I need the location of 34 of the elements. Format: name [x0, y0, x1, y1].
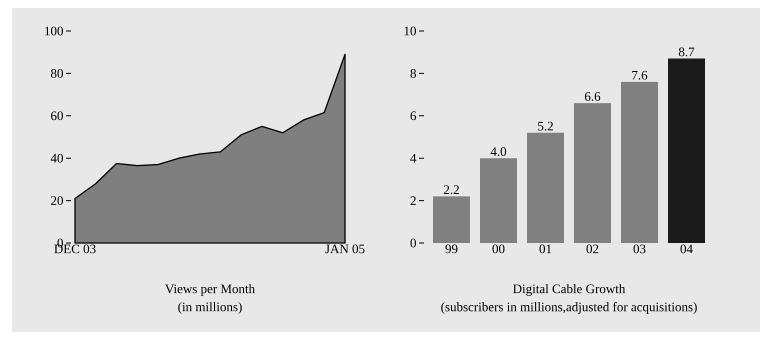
data-label: 2.2: [444, 185, 459, 194]
text: Views per Month: [165, 284, 255, 296]
y-tick-label: 10: [404, 26, 416, 36]
data-label: 5.2: [538, 122, 553, 131]
x-tick-label: 03: [634, 244, 646, 254]
y-tick-label: 40: [50, 154, 63, 163]
text: (subscribers in millions,adjusted for acquisitions): [441, 302, 697, 314]
y-tick-label: 2: [410, 196, 416, 205]
text: Digital Cable Growth: [513, 284, 626, 296]
bar: [574, 103, 611, 243]
x-tick-label: 00: [492, 244, 505, 254]
y-tick-label: 100: [45, 26, 63, 36]
y-tick-label: 4: [410, 154, 416, 162]
x-tick-label: 04: [680, 244, 693, 254]
data-label: 7.6: [632, 70, 648, 80]
bar: [433, 196, 470, 243]
x-tick-label: 02: [586, 244, 598, 254]
text: (in millions): [178, 302, 242, 314]
bar: [668, 58, 705, 243]
data-label: 6.6: [584, 92, 600, 101]
x-tick-label: 01: [540, 244, 552, 254]
y-tick-label: 6: [410, 111, 416, 120]
bar: [480, 158, 518, 243]
y-tick-label: 8: [410, 69, 416, 78]
x-tick-label: 99: [445, 244, 458, 254]
data-label: 4.0: [490, 147, 506, 156]
y-tick-label: 20: [51, 196, 63, 205]
bar: [527, 132, 564, 243]
data-label: 8.7: [678, 48, 694, 56]
y-tick-label: 60: [51, 111, 63, 120]
y-tick-label: 80: [50, 69, 63, 78]
x-tick-label: JAN 05: [325, 244, 365, 254]
bar: [620, 82, 658, 243]
y-tick-label: 0: [410, 238, 416, 248]
